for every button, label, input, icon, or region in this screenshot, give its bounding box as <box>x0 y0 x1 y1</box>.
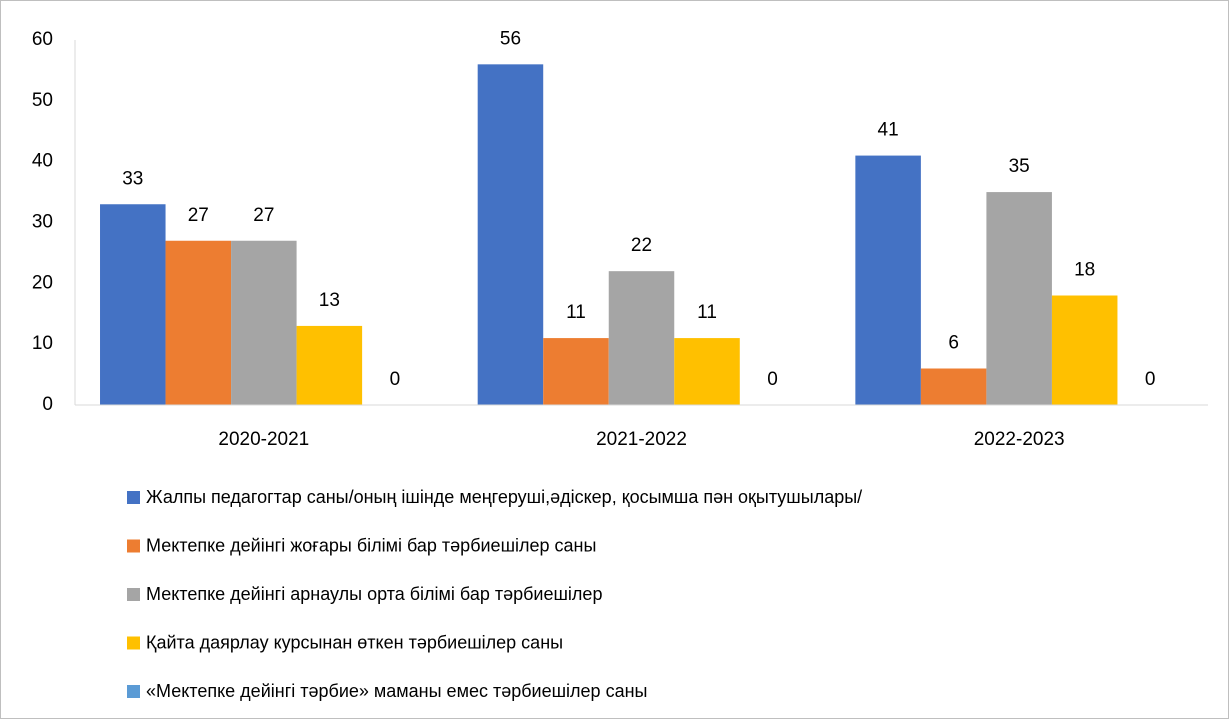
bar <box>855 155 921 405</box>
data-label: 22 <box>631 235 652 256</box>
data-label: 11 <box>697 302 717 323</box>
x-tick-label: 2022-2023 <box>974 429 1065 450</box>
legend-label: Мектепке дейінгі арнаулы орта білімі бар… <box>146 584 602 604</box>
legend-swatch <box>127 539 140 553</box>
data-label: 13 <box>319 290 340 311</box>
bar <box>674 338 740 405</box>
data-label: 33 <box>122 168 143 189</box>
legend-label: Қайта даярлау курсынан өткен тәрбиешілер… <box>146 632 563 652</box>
bar <box>165 240 232 405</box>
y-tick-label: 20 <box>32 272 53 293</box>
bar <box>100 204 166 405</box>
y-tick-label: 50 <box>32 90 53 111</box>
bar <box>920 368 987 405</box>
data-label: 27 <box>188 205 209 226</box>
x-tick-label: 2020-2021 <box>218 429 309 450</box>
legend: Жалпы педагогтар саны/оның ішінде меңгер… <box>127 487 862 701</box>
legend-label: Жалпы педагогтар саны/оның ішінде меңгер… <box>146 487 862 507</box>
x-tick-label: 2021-2022 <box>596 429 687 450</box>
legend-label: «Мектепке дейінгі тәрбие» маманы емес тә… <box>146 681 647 701</box>
y-tick-label: 0 <box>42 394 53 415</box>
legend-swatch <box>127 685 140 698</box>
data-label: 6 <box>948 333 959 354</box>
legend-swatch <box>127 491 140 504</box>
data-label: 0 <box>1145 369 1156 390</box>
bar <box>231 240 297 405</box>
bar <box>296 325 363 405</box>
data-label: 0 <box>767 369 778 390</box>
y-tick-label: 10 <box>32 333 53 354</box>
legend-swatch <box>127 588 140 601</box>
legend-swatch <box>127 636 140 650</box>
data-label: 35 <box>1009 156 1030 177</box>
bar <box>1051 295 1118 405</box>
data-label: 41 <box>878 120 899 141</box>
y-tick-label: 60 <box>32 29 53 50</box>
bar <box>477 64 544 405</box>
bar <box>543 338 609 405</box>
y-tick-label: 30 <box>32 212 53 233</box>
bar <box>608 271 675 405</box>
data-label: 11 <box>566 302 586 323</box>
data-label: 27 <box>253 205 274 226</box>
bar <box>986 192 1052 405</box>
legend-label: Мектепке дейінгі жоғары білімі бар тәрби… <box>146 535 596 555</box>
data-label: 56 <box>500 28 521 49</box>
y-tick-label: 40 <box>32 151 53 172</box>
data-label: 18 <box>1074 260 1095 281</box>
data-label: 0 <box>390 369 401 390</box>
